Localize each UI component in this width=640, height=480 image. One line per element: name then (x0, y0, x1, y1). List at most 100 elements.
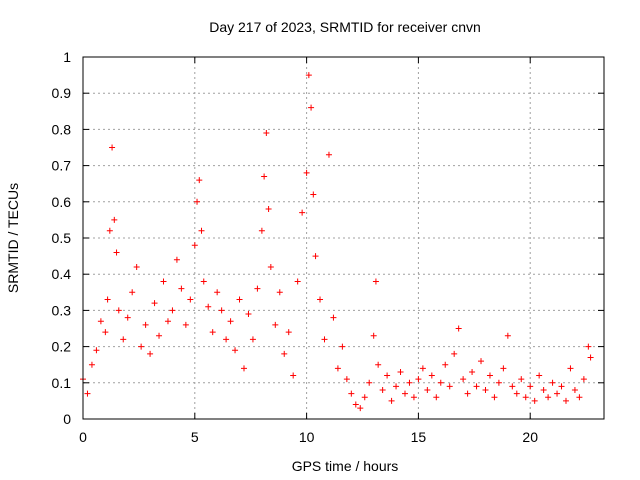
data-point (330, 314, 337, 321)
data-point (428, 372, 435, 379)
data-point (263, 130, 270, 137)
data-point (500, 365, 507, 372)
data-point (267, 263, 274, 270)
data-point (236, 296, 243, 303)
data-point (97, 318, 104, 325)
data-point (169, 307, 176, 314)
data-point (567, 365, 574, 372)
data-point (558, 383, 565, 390)
data-point (164, 318, 171, 325)
data-point (576, 394, 583, 401)
data-point (142, 321, 149, 328)
data-point (464, 390, 471, 397)
x-tick-label: 0 (79, 429, 87, 445)
data-point (419, 365, 426, 372)
data-point (325, 151, 332, 158)
data-point (536, 372, 543, 379)
x-axis-label: GPS time / hours (292, 458, 399, 474)
data-point (469, 368, 476, 375)
x-tick-label: 20 (522, 429, 538, 445)
data-point (138, 343, 145, 350)
data-point (352, 401, 359, 408)
data-point (209, 329, 216, 336)
y-axis-label: SRMTID / TECUs (5, 183, 21, 293)
data-point (451, 350, 458, 357)
data-point (182, 321, 189, 328)
y-tick-label: 0.3 (52, 302, 72, 318)
data-point (442, 361, 449, 368)
data-point (106, 227, 113, 234)
data-point (305, 72, 312, 79)
data-point (388, 397, 395, 404)
data-point (308, 104, 315, 111)
data-point (285, 329, 292, 336)
data-point (84, 390, 91, 397)
data-point (290, 372, 297, 379)
data-point (486, 372, 493, 379)
data-point (549, 379, 556, 386)
data-point (109, 144, 116, 151)
data-point (281, 350, 288, 357)
data-point (120, 336, 127, 343)
data-point (265, 206, 272, 213)
data-point (254, 285, 261, 292)
data-point (178, 285, 185, 292)
y-tick-label: 0.9 (52, 85, 72, 101)
data-point (375, 361, 382, 368)
data-point (415, 376, 422, 383)
data-point (124, 314, 131, 321)
data-point (303, 169, 310, 176)
data-point (554, 390, 561, 397)
data-point (437, 379, 444, 386)
data-point (562, 397, 569, 404)
data-point (334, 365, 341, 372)
data-point (527, 383, 534, 390)
y-tick-label: 1 (63, 49, 71, 65)
data-point (249, 336, 256, 343)
data-point (372, 278, 379, 285)
x-tick-label: 10 (299, 429, 315, 445)
data-point (361, 394, 368, 401)
axis-ticks (82, 56, 604, 420)
data-point (196, 177, 203, 184)
data-point (482, 387, 489, 394)
data-point (187, 296, 194, 303)
data-point (424, 387, 431, 394)
data-point (545, 394, 552, 401)
data-point (310, 191, 317, 198)
data-point (191, 242, 198, 249)
data-point (102, 329, 109, 336)
data-point (160, 278, 167, 285)
data-point (218, 307, 225, 314)
x-tick-labels: 0 5 10 15 20 (79, 429, 538, 445)
y-tick-label: 0.7 (52, 158, 72, 174)
data-point (357, 405, 364, 412)
data-point (156, 332, 163, 339)
data-point (223, 336, 230, 343)
x-tick-label: 5 (191, 429, 199, 445)
data-point (151, 300, 158, 307)
data-point (261, 173, 268, 180)
data-point (540, 387, 547, 394)
data-point (384, 372, 391, 379)
data-point (113, 249, 120, 256)
chart-title: Day 217 of 2023, SRMTID for receiver cnv… (209, 19, 481, 35)
data-point (93, 347, 100, 354)
data-point (111, 216, 118, 223)
y-tick-label: 0.5 (52, 230, 72, 246)
data-point (198, 227, 205, 234)
y-tick-label: 0 (63, 411, 71, 427)
data-point (478, 358, 485, 365)
data-point (272, 321, 279, 328)
y-tick-label: 0.2 (52, 339, 72, 355)
x-tick-label: 15 (411, 429, 427, 445)
data-point (245, 311, 252, 318)
data-point (406, 379, 413, 386)
data-point (194, 198, 201, 205)
data-point (473, 383, 480, 390)
data-point (580, 376, 587, 383)
y-tick-label: 0.4 (52, 266, 72, 282)
y-tick-label: 0.8 (52, 121, 72, 137)
data-points (80, 72, 594, 412)
